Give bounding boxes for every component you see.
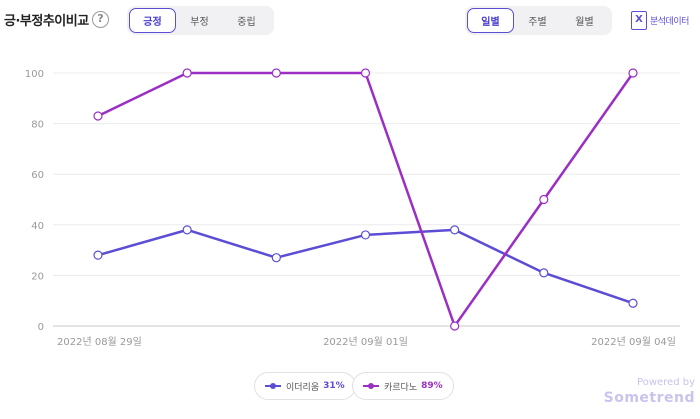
y-tick-label: 60 — [31, 170, 44, 181]
sentiment-toggle: 긍정 부정 중립 — [127, 6, 274, 35]
legend-item-cardano[interactable]: 카르다노 89% — [352, 372, 454, 400]
y-tick-label: 40 — [31, 221, 44, 232]
excel-icon: X — [631, 10, 647, 30]
x-tick-label: 2022년 09월 04일 — [591, 336, 676, 348]
data-point-2 — [450, 321, 460, 331]
tab-neutral[interactable]: 중립 — [237, 17, 256, 28]
tab-daily[interactable]: 일별 — [467, 8, 514, 33]
data-point-2 — [360, 68, 371, 78]
data-point-1 — [182, 225, 192, 235]
series-marker-icon — [363, 381, 379, 391]
data-point-2 — [628, 68, 638, 78]
data-point-1 — [271, 253, 281, 263]
powered-by-logo: Powered by Sometrend — [600, 377, 695, 406]
legend-series-percent: 89% — [421, 381, 443, 391]
period-toggle: 일별 주별 월별 — [465, 6, 612, 35]
tab-weekly[interactable]: 주별 — [528, 17, 547, 28]
y-tick-label: 80 — [31, 120, 44, 131]
series-marker-icon — [265, 381, 281, 391]
legend-series-percent: 31% — [323, 381, 345, 391]
tab-positive[interactable]: 긍정 — [129, 8, 176, 33]
export-data-button[interactable]: X 분석데이터 — [631, 10, 689, 30]
header: 긍·부정추이비교 ? 긍정 부정 중립 일별 주별 월별 X 분석데이터 — [0, 0, 700, 40]
export-data-label: 분석데이터 — [650, 16, 689, 27]
data-point-1 — [539, 268, 549, 278]
series-line-2 — [97, 71, 635, 328]
data-point-1 — [450, 225, 460, 235]
help-icon[interactable]: ? — [92, 11, 109, 28]
powered-by-text: Powered by — [637, 377, 695, 388]
brand-logo-text: Sometrend — [603, 390, 695, 406]
tab-negative[interactable]: 부정 — [190, 17, 209, 28]
data-point-2 — [539, 194, 549, 205]
data-point-1 — [360, 230, 371, 240]
data-point-1 — [93, 250, 103, 260]
data-point-2 — [182, 68, 192, 78]
legend-series-name: 이더리움 — [286, 382, 320, 393]
y-tick-label: 0 — [38, 322, 44, 333]
data-point-1 — [628, 298, 638, 308]
x-tick-label: 2022년 08월 29일 — [57, 336, 142, 348]
legend-series-name: 카르다노 — [384, 382, 418, 393]
series-line-1 — [97, 228, 634, 305]
page-title: 긍·부정추이비교 — [4, 14, 89, 29]
data-point-2 — [93, 111, 103, 121]
data-point-2 — [271, 68, 281, 78]
x-tick-label: 2022년 09월 01일 — [323, 336, 408, 348]
y-tick-label: 20 — [31, 271, 44, 282]
legend-item-ethereum[interactable]: 이더리움 31% — [254, 372, 356, 400]
y-tick-label: 100 — [25, 69, 44, 80]
tab-monthly[interactable]: 월별 — [575, 17, 594, 28]
